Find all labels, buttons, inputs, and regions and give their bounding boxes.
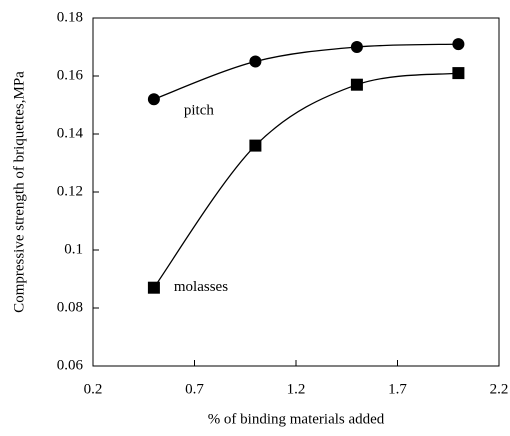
marker [350, 41, 363, 53]
x-tick-label: 2.2 [490, 381, 509, 397]
y-tick-label: 0.14 [57, 125, 84, 141]
y-tick-label: 0.1 [64, 241, 83, 257]
marker [249, 55, 262, 68]
y-axis-label: Compressive strength of briquettes,MPa [11, 71, 27, 313]
marker [350, 78, 363, 91]
y-tick-label: 0.18 [57, 9, 83, 25]
y-tick-label: 0.08 [57, 299, 83, 315]
marker [452, 38, 465, 51]
marker [249, 139, 262, 152]
series-label: pitch [184, 103, 214, 119]
marker [147, 93, 160, 106]
x-tick-label: 1.7 [388, 381, 407, 397]
plot-frame [92, 17, 500, 367]
x-tick-label: 1.2 [287, 381, 306, 397]
marker [147, 281, 160, 294]
y-tick-label: 0.12 [57, 183, 83, 199]
x-tick-label: 0.7 [185, 381, 204, 397]
series-line [153, 72, 459, 289]
series-label: molasses [174, 279, 228, 295]
marker [452, 67, 465, 80]
y-tick-label: 0.06 [57, 357, 84, 373]
x-tick-label: 0.2 [84, 381, 103, 397]
x-axis-label: % of binding materials added [208, 411, 385, 427]
y-tick-label: 0.16 [57, 67, 84, 83]
series-line [153, 43, 459, 100]
